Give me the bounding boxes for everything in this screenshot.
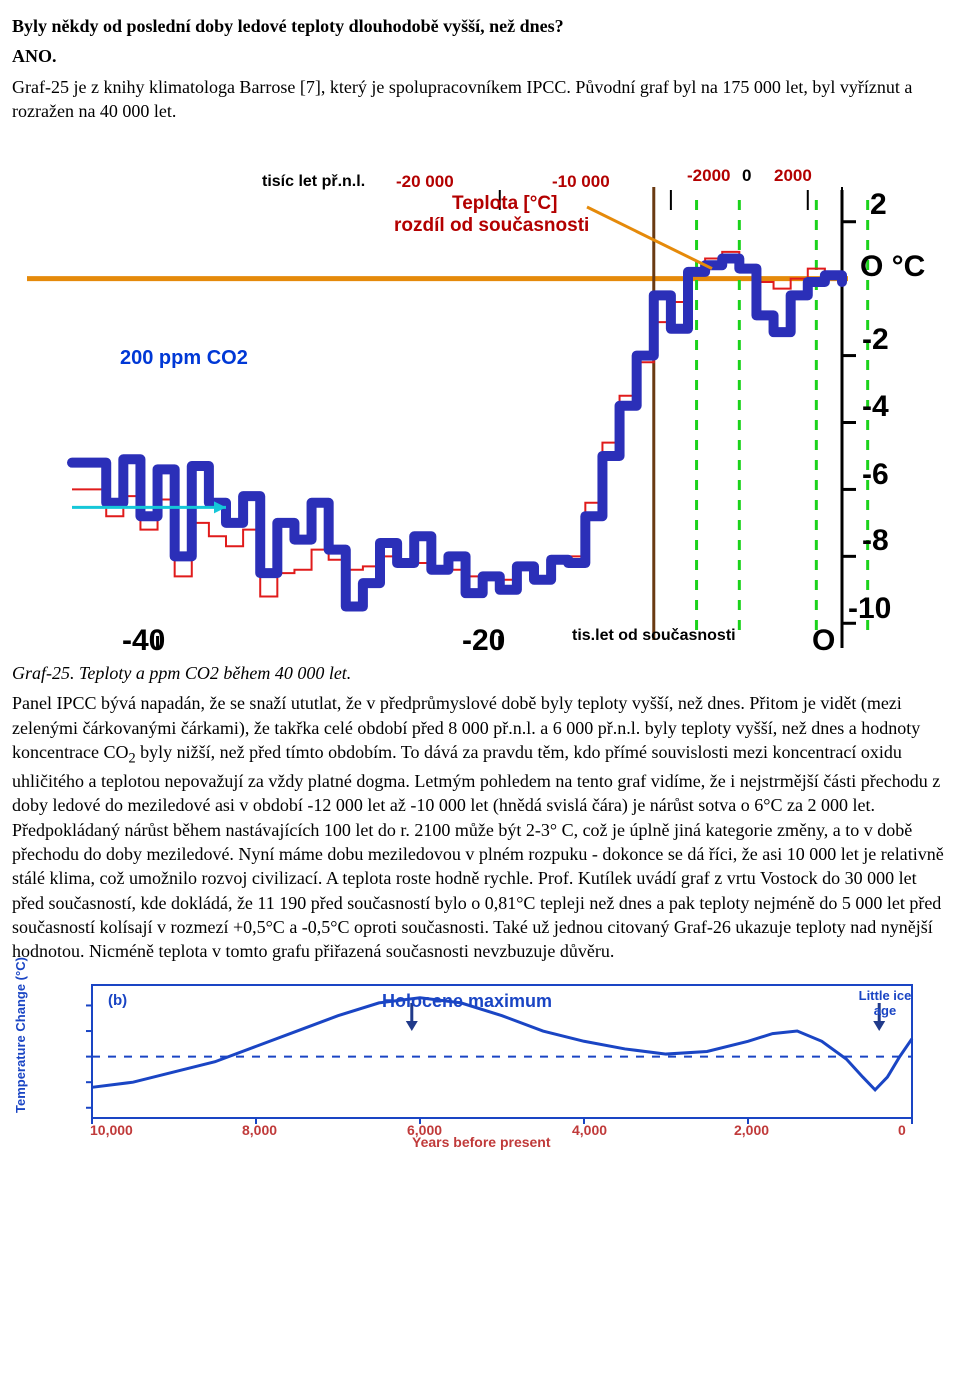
little-ice-label: Little ice age: [850, 989, 920, 1018]
body-text-b: byly nižší, než před tímto obdobím. To d…: [12, 742, 944, 961]
graf-25-chart: tisíc let př.n.l. -20 000 -10 000 -2000 …: [12, 135, 932, 655]
y-tick-2: -4: [862, 387, 889, 428]
top-tick-0: -20 000: [396, 171, 454, 194]
top-tick-4: 2000: [774, 165, 812, 188]
holocene-chart: (b) Holocene maximum Little ice age Temp…: [12, 973, 932, 1133]
bottom-axis-label: tis.let od současnosti: [572, 625, 736, 647]
intro-paragraph: Graf-25 je z knihy klimatologa Barrose […: [12, 75, 948, 124]
xtick-3: 4,000: [572, 1121, 607, 1140]
top-tick-3: 0: [742, 165, 751, 188]
bottom-tick-2: O: [812, 621, 835, 662]
ppm-label: 200 ppm CO2: [120, 345, 248, 372]
top-tick-2: -2000: [687, 165, 730, 188]
co2-subscript: 2: [128, 751, 135, 767]
holocene-title: Holocene maximum: [382, 989, 552, 1013]
xtick-5: 0: [898, 1121, 906, 1140]
top-tick-1: -10 000: [552, 171, 610, 194]
zero-c-label: O °C: [860, 247, 925, 288]
xtick-0: 10,000: [90, 1121, 133, 1140]
bottom-tick-0: -40: [122, 621, 165, 662]
y-tick-3: -6: [862, 455, 889, 496]
y-tick-5: -10: [848, 589, 891, 630]
bottom-tick-1: -20: [462, 621, 505, 662]
xtick-1: 8,000: [242, 1121, 277, 1140]
x-axis-label: Years before present: [412, 1133, 551, 1152]
body-paragraph: Panel IPCC bývá napadán, že se snaží utu…: [12, 691, 948, 963]
graf-25-caption: Graf-25. Teploty a ppm CO2 během 40 000 …: [12, 661, 948, 685]
panel-b-label: (b): [108, 991, 127, 1011]
y-axis-label: Temperature Change (°C): [12, 953, 30, 1113]
rozdil-label: rozdíl od současnosti: [394, 213, 589, 239]
y-tick-0: 2: [870, 185, 887, 226]
question-heading: Byly někdy od poslední doby ledové teplo…: [12, 14, 948, 38]
y-tick-4: -8: [862, 521, 889, 562]
answer-heading: ANO.: [12, 44, 948, 68]
top-axis-name: tisíc let př.n.l.: [262, 171, 365, 193]
xtick-4: 2,000: [734, 1121, 769, 1140]
y-tick-1: -2: [862, 320, 889, 361]
